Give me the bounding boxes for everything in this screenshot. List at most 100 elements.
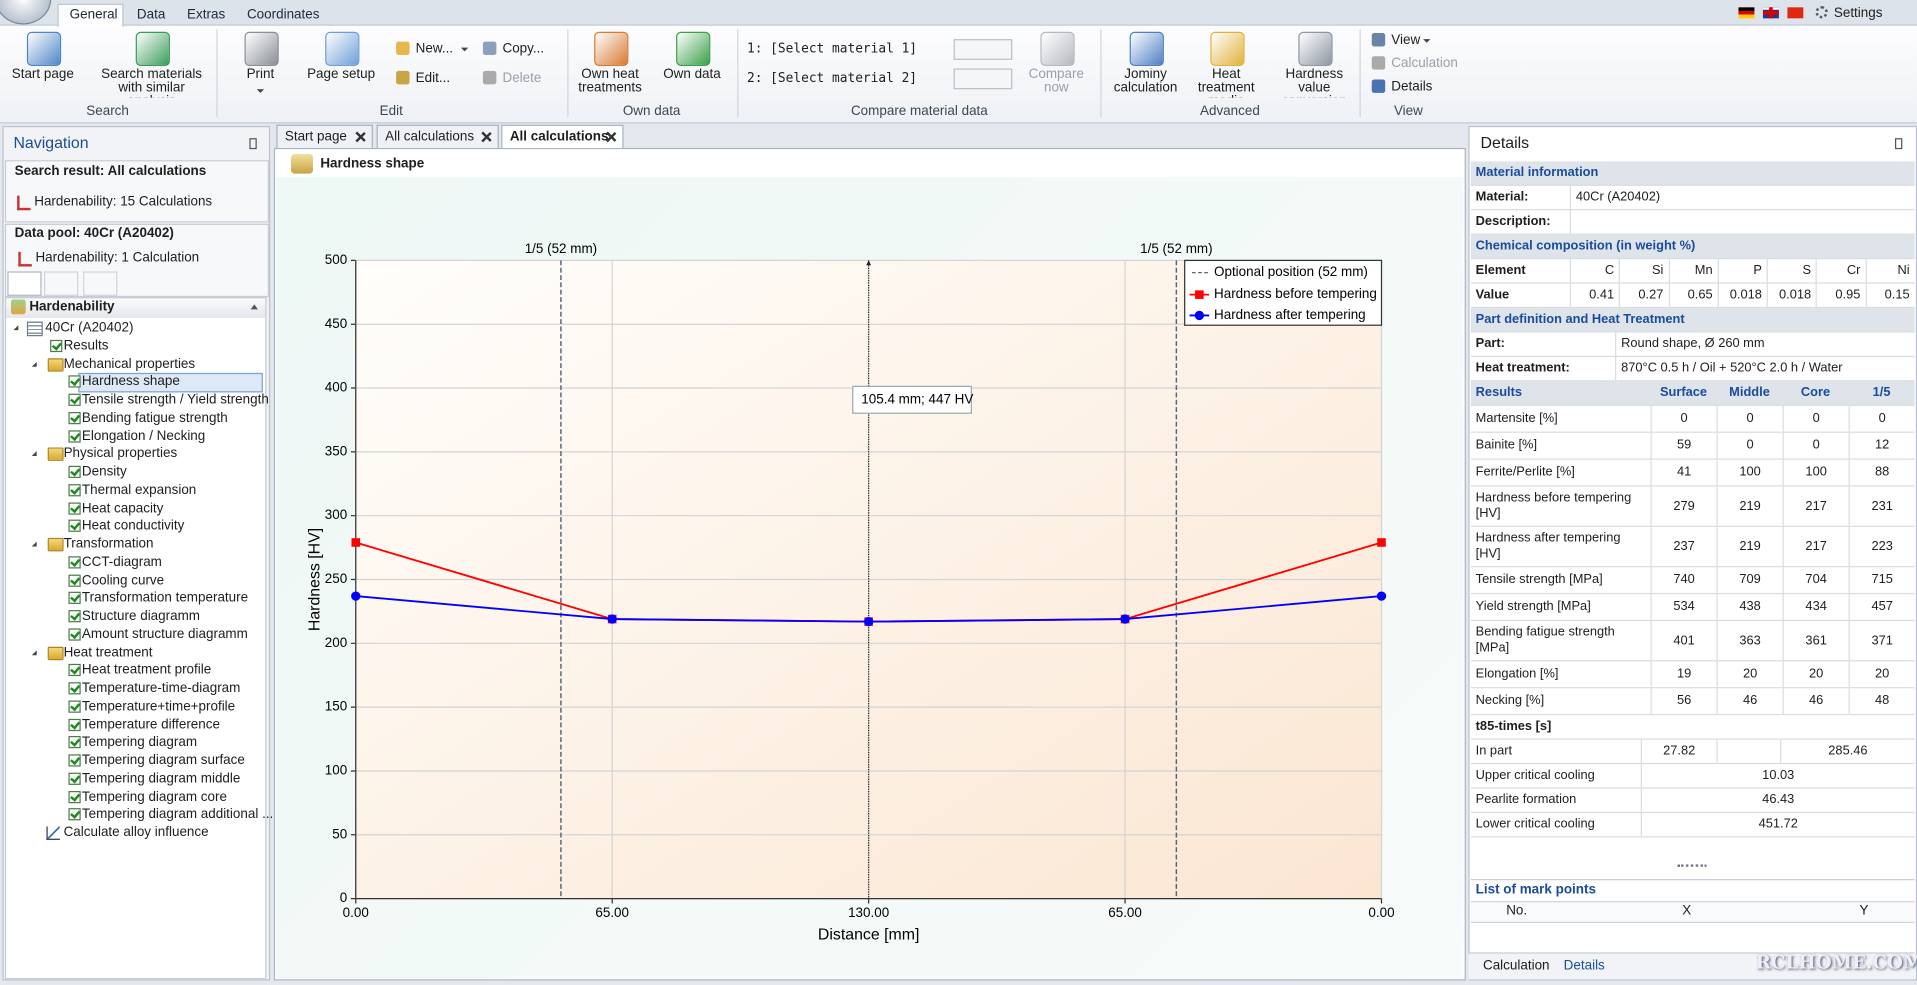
ribbon-small-label[interactable]: Calculation [1391, 56, 1458, 71]
ribbon-button-label[interactable]: Start page [11, 68, 74, 82]
tree-checkbox[interactable] [50, 339, 63, 352]
tree-item[interactable]: Temperature difference [81, 717, 220, 732]
tree-item[interactable]: Physical properties [63, 446, 178, 462]
tree-checkbox[interactable] [68, 682, 81, 695]
tree-checkbox[interactable] [68, 772, 81, 785]
ribbon-small-label[interactable]: View [1391, 33, 1421, 48]
tree-checkbox[interactable] [68, 555, 81, 569]
ribbon-small-icon[interactable] [396, 41, 410, 56]
tree-item[interactable]: Structure diagramm [81, 608, 201, 624]
tree-checkbox[interactable] [68, 790, 81, 803]
tree-item[interactable]: Heat conductivity [81, 518, 185, 534]
tree-item[interactable]: Tempering diagram surface [81, 753, 245, 768]
tab-close[interactable] [606, 132, 616, 142]
document-tab-label[interactable]: All calculations [509, 129, 609, 145]
ribbon-button-icon[interactable] [325, 31, 360, 67]
ribbon-button-icon[interactable] [135, 31, 170, 67]
ribbon-button-label[interactable]: Own heat treatments [578, 68, 642, 96]
view-tab-1[interactable] [7, 271, 42, 296]
details-bottom-tab[interactable]: Calculation [1482, 958, 1550, 974]
ribbon-small-label[interactable]: New... [415, 41, 454, 57]
tree-item[interactable]: Transformation temperature [81, 590, 249, 606]
tree-item[interactable]: Tempering diagram [81, 735, 198, 750]
tree-checkbox[interactable] [68, 700, 81, 713]
tree-item[interactable]: Density [81, 464, 127, 480]
ribbon-select-label[interactable]: 1: [Select material 1] [746, 41, 918, 57]
tree-checkbox[interactable] [68, 592, 81, 605]
material-1-tools[interactable] [953, 39, 1013, 60]
flag-de[interactable] [1738, 7, 1755, 19]
tree-item[interactable]: Cooling curve [81, 572, 165, 588]
tab-close[interactable] [356, 132, 366, 142]
tab-close[interactable] [482, 132, 492, 142]
tree-checkbox[interactable] [68, 808, 81, 821]
document-tab[interactable] [501, 124, 624, 148]
tree-item[interactable]: Heat treatment profile [81, 662, 212, 678]
material-2-tools[interactable] [953, 68, 1013, 90]
tree-checkbox[interactable] [68, 375, 81, 388]
tree-item[interactable]: CCT-diagram [81, 554, 162, 570]
ribbon-button-icon[interactable] [1129, 31, 1164, 67]
ribbon-small-icon[interactable] [1371, 56, 1386, 70]
ribbon-button-label[interactable]: Own data [663, 68, 721, 82]
ribbon-small-icon[interactable] [482, 70, 497, 85]
tree-item[interactable]: Heat capacity [81, 500, 164, 516]
ribbon-button-icon[interactable] [244, 31, 279, 67]
ribbon-button-label[interactable]: Compare now [1028, 68, 1084, 96]
tree-item[interactable]: Temperature-time-diagram [81, 680, 241, 696]
document-tab[interactable] [376, 124, 499, 148]
ribbon-button-label[interactable]: Hardness value conversion [1282, 68, 1347, 97]
ribbon-tab[interactable]: Data [136, 7, 166, 23]
ribbon-small-icon[interactable] [1371, 79, 1386, 93]
tree-checkbox[interactable] [68, 664, 81, 677]
tree-checkbox[interactable] [68, 393, 81, 406]
tree-item[interactable]: Bending fatigue strength [81, 410, 228, 426]
ribbon-tab[interactable]: General [69, 7, 118, 23]
ribbon-small-icon[interactable] [396, 70, 410, 85]
flag-uk[interactable] [1762, 7, 1779, 19]
ribbon-tab[interactable]: Coordinates [246, 7, 320, 23]
ribbon-button-label[interactable]: Jominy calculation [1113, 68, 1178, 96]
ribbon-tab[interactable]: Extras [187, 7, 226, 23]
tree-checkbox[interactable] [68, 736, 81, 749]
ribbon-select-label[interactable]: 2: [Select material 2] [746, 70, 918, 86]
ribbon-button-label[interactable]: Print [246, 68, 275, 82]
ribbon-small-icon[interactable] [482, 41, 497, 56]
ribbon-small-label[interactable]: Details [1391, 79, 1433, 95]
tree-item[interactable]: Results [63, 338, 109, 354]
tree-item[interactable]: Tensile strength / Yield strength [81, 392, 269, 408]
view-tab-3[interactable] [83, 271, 118, 296]
tree-item[interactable]: Heat treatment [63, 644, 153, 660]
document-tab-label[interactable]: Start page [284, 129, 347, 145]
tree-checkbox[interactable] [68, 718, 81, 731]
tree-checkbox[interactable] [68, 429, 81, 442]
tree-checkbox[interactable] [68, 483, 81, 497]
ribbon-button-label[interactable]: Heat treatment media [1197, 68, 1255, 97]
details-bottom-tab[interactable]: Details [1563, 958, 1605, 974]
ribbon-button-label[interactable]: Search materials with similar analysis [101, 68, 203, 97]
tree-item[interactable]: 40Cr (A20402) [45, 320, 134, 335]
tree-item[interactable]: Transformation [63, 536, 154, 552]
tree-item[interactable]: Mechanical properties [63, 356, 196, 372]
tree-checkbox[interactable] [68, 465, 81, 479]
ribbon-button-icon[interactable] [594, 31, 629, 67]
ribbon-small-icon[interactable] [1371, 33, 1386, 47]
ribbon-button-icon[interactable] [1040, 31, 1075, 67]
tree-item[interactable]: Tempering diagram core [81, 789, 227, 804]
splitter[interactable] [1677, 864, 1707, 870]
ribbon-button-icon[interactable] [1298, 31, 1333, 67]
ribbon-small-label[interactable]: Copy... [502, 41, 545, 57]
tree-item[interactable]: Temperature+time+profile [81, 699, 236, 714]
settings-icon[interactable] [1815, 6, 1828, 19]
settings-label[interactable]: Settings [1833, 6, 1883, 21]
tree-checkbox[interactable] [68, 501, 81, 515]
ribbon-button-icon[interactable] [26, 31, 62, 67]
ribbon-small-label[interactable]: Edit... [415, 70, 451, 86]
tree-item[interactable]: Tempering diagram middle [81, 771, 241, 786]
document-tab-label[interactable]: All calculations [385, 129, 475, 145]
tree-item[interactable]: Calculate alloy influence [63, 825, 209, 840]
ribbon-button-icon[interactable] [676, 31, 711, 67]
tree-checkbox[interactable] [68, 574, 81, 587]
tree-checkbox[interactable] [68, 411, 81, 424]
document-tab[interactable] [276, 124, 373, 148]
